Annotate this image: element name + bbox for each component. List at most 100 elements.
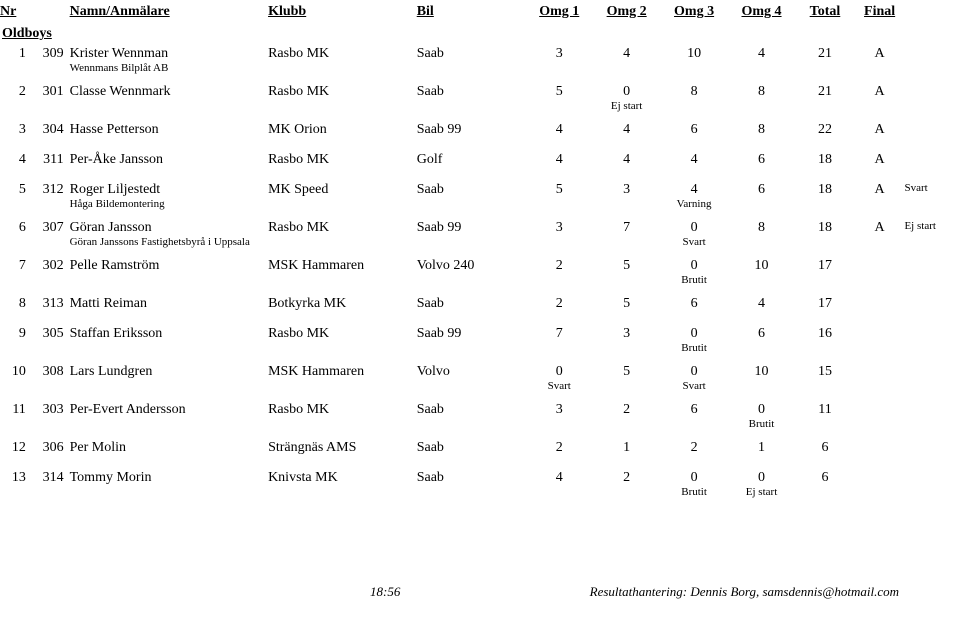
cell-omg1: 0 (526, 360, 593, 380)
cell-bil: Volvo (417, 360, 526, 380)
cell-klubb: Botkyrka MK (268, 292, 417, 312)
cell-omg3: 10 (660, 42, 727, 62)
cell-pos: 3 (0, 118, 30, 138)
cell-pos: 9 (0, 322, 30, 342)
cell-omg2: 3 (593, 322, 660, 342)
hdr-total: Total (795, 4, 855, 22)
cell-omg1: 3 (526, 398, 593, 418)
cell-subname: Göran Janssons Fastighetsbyrå i Uppsala (70, 236, 526, 254)
cell-sub1 (526, 100, 593, 118)
cell-note (904, 436, 959, 456)
cell-omg3: 2 (660, 436, 727, 456)
cell-sub2 (593, 236, 660, 254)
cell-pos: 13 (0, 466, 30, 486)
cell-omg2: 2 (593, 398, 660, 418)
cell-sub1: Svart (526, 380, 593, 398)
cell-sub3 (660, 418, 727, 436)
cell-total: 11 (795, 398, 855, 418)
cell-omg1: 5 (526, 80, 593, 100)
cell-omg2: 2 (593, 466, 660, 486)
table-row: 12306Per MolinSträngnäs AMSSaab21216 (0, 436, 959, 456)
cell-pos: 4 (0, 148, 30, 168)
cell-final (855, 292, 905, 312)
cell-sub2 (593, 342, 660, 360)
cell-omg1: 2 (526, 436, 593, 456)
cell-final: A (855, 80, 905, 100)
cell-omg4: 1 (728, 436, 795, 456)
cell-sub3: Brutit (660, 342, 727, 360)
cell-omg2: 5 (593, 292, 660, 312)
cell-pos: 10 (0, 360, 30, 380)
cell-nr: 311 (30, 148, 70, 168)
cell-omg3: 0 (660, 322, 727, 342)
section-title: Oldboys (0, 22, 959, 42)
cell-omg2: 7 (593, 216, 660, 236)
cell-final (855, 254, 905, 274)
cell-bil: Saab (417, 42, 526, 62)
hdr-bil: Bil (417, 4, 526, 22)
cell-pos: 7 (0, 254, 30, 274)
table-row: 7302Pelle RamströmMSK HammarenVolvo 2402… (0, 254, 959, 274)
cell-omg1: 4 (526, 118, 593, 138)
cell-nr: 307 (30, 216, 70, 236)
cell-omg3: 0 (660, 360, 727, 380)
cell-note (904, 42, 959, 62)
table-subrow: Brutit (0, 274, 959, 292)
cell-total: 18 (795, 216, 855, 236)
cell-note (904, 118, 959, 138)
cell-nr: 304 (30, 118, 70, 138)
cell-total: 17 (795, 254, 855, 274)
cell-omg3: 4 (660, 148, 727, 168)
cell-name: Per-Evert Andersson (70, 398, 268, 418)
cell-sub1 (526, 236, 593, 254)
table-row: 6307Göran JanssonRasbo MKSaab 99370818AE… (0, 216, 959, 236)
table-header: Nr Namn/Anmälare Klubb Bil Omg 1 Omg 2 O… (0, 4, 959, 22)
cell-sub2 (593, 62, 660, 80)
group-gap (0, 168, 959, 178)
cell-total: 6 (795, 436, 855, 456)
page: Nr Namn/Anmälare Klubb Bil Omg 1 Omg 2 O… (0, 0, 959, 600)
cell-nr: 301 (30, 80, 70, 100)
cell-subname (70, 342, 526, 360)
cell-final (855, 360, 905, 380)
cell-bil: Saab (417, 436, 526, 456)
hdr-omg3: Omg 3 (660, 4, 727, 22)
cell-note: Svart (904, 178, 959, 198)
table-row: 1309Krister WennmanRasbo MKSaab3410421A (0, 42, 959, 62)
cell-sub1 (526, 274, 593, 292)
cell-subname (70, 274, 526, 292)
cell-subname (70, 100, 526, 118)
cell-bil: Saab (417, 178, 526, 198)
cell-omg2: 4 (593, 42, 660, 62)
cell-bil: Saab 99 (417, 118, 526, 138)
table-row: 10308Lars LundgrenMSK HammarenVolvo05010… (0, 360, 959, 380)
table-subrow: Ej start (0, 100, 959, 118)
cell-klubb: Rasbo MK (268, 398, 417, 418)
table-row: 2301Classe WennmarkRasbo MKSaab508821A (0, 80, 959, 100)
cell-note: Ej start (904, 216, 959, 236)
cell-klubb: MSK Hammaren (268, 254, 417, 274)
cell-omg3: 6 (660, 292, 727, 312)
table-row: 11303Per-Evert AnderssonRasbo MKSaab3260… (0, 398, 959, 418)
cell-omg2: 5 (593, 254, 660, 274)
cell-bil: Volvo 240 (417, 254, 526, 274)
cell-sub4 (728, 342, 795, 360)
cell-sub4: Brutit (728, 418, 795, 436)
cell-klubb: Rasbo MK (268, 148, 417, 168)
table-row: 8313Matti ReimanBotkyrka MKSaab256417 (0, 292, 959, 312)
table-row: 13314Tommy MorinKnivsta MKSaab42006 (0, 466, 959, 486)
cell-sub1 (526, 62, 593, 80)
cell-sub1 (526, 486, 593, 504)
cell-nr: 302 (30, 254, 70, 274)
hdr-klubb: Klubb (268, 4, 417, 22)
cell-omg4: 0 (728, 398, 795, 418)
cell-omg2: 0 (593, 80, 660, 100)
cell-pos: 2 (0, 80, 30, 100)
cell-omg1: 2 (526, 292, 593, 312)
table-subrow: Göran Janssons Fastighetsbyrå i Uppsala S… (0, 236, 959, 254)
cell-sub3: Svart (660, 236, 727, 254)
cell-sub4 (728, 380, 795, 398)
cell-final (855, 436, 905, 456)
cell-sub2 (593, 198, 660, 216)
cell-bil: Saab 99 (417, 216, 526, 236)
